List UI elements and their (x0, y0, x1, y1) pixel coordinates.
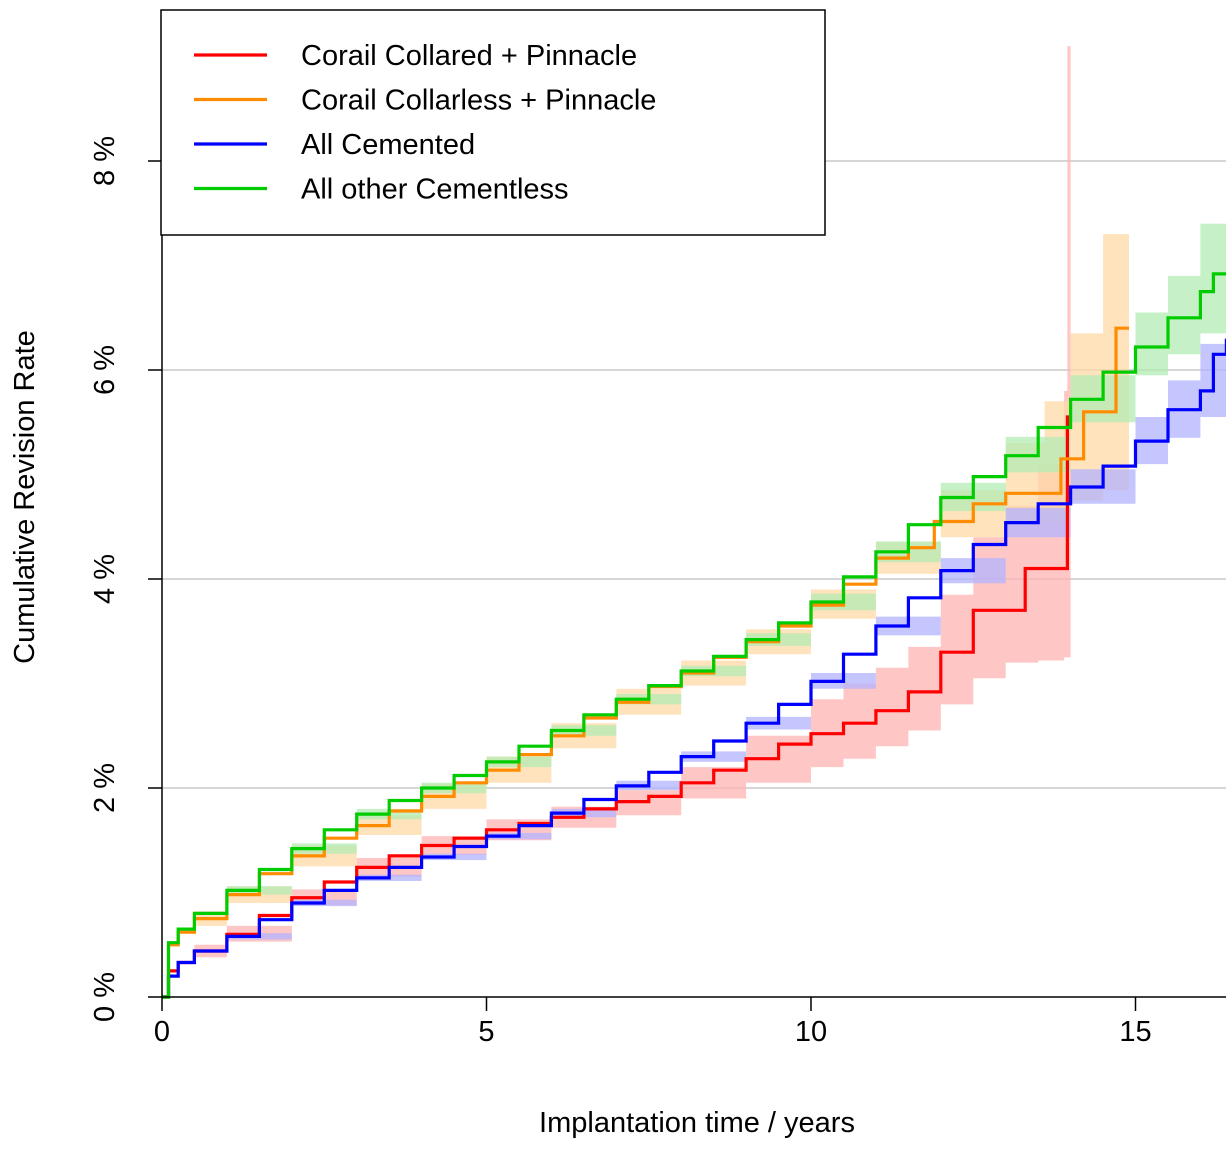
confidence-band (162, 19, 1129, 997)
series-line (162, 415, 1071, 999)
y-tick-label: 0 % (89, 972, 121, 1022)
x-tick-label: 0 (154, 1016, 170, 1048)
series-lines (162, 272, 1226, 999)
x-tick-label: 15 (1119, 1016, 1151, 1048)
series-line (162, 338, 1226, 999)
x-tick-label: 10 (795, 1016, 827, 1048)
legend: Corail Collared + Pinnacle Corail Collarl… (160, 9, 826, 236)
confidence-band (162, 46, 1071, 998)
legend-label: Corail Collarless + Pinnacle (301, 85, 656, 117)
legend-label: All other Cementless (301, 174, 569, 206)
y-axis-title: Cumulative Revision Rate (9, 330, 41, 664)
confidence-bands (162, 19, 1226, 998)
legend-label: Corail Collared + Pinnacle (301, 40, 637, 72)
x-tick-label: 5 (478, 1016, 494, 1048)
series-line (162, 272, 1226, 999)
x-axis-title: Implantation time / years (539, 1107, 855, 1139)
legend-box (160, 9, 826, 236)
y-tick-label: 2 % (89, 763, 121, 813)
y-tick-label: 4 % (89, 554, 121, 604)
legend-label: All Cemented (301, 129, 475, 161)
y-tick-label: 8 % (89, 136, 121, 186)
y-tick-label: 6 % (89, 345, 121, 395)
